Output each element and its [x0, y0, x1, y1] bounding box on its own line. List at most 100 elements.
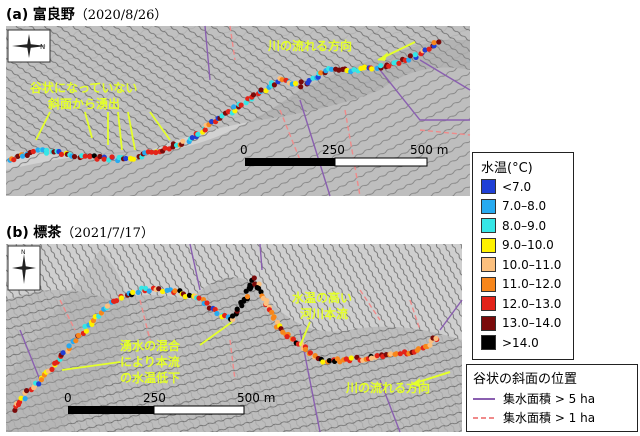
temperature-swatch	[481, 257, 496, 272]
temperature-point	[406, 57, 412, 63]
slope-legend-title: 谷状の斜面の位置	[473, 372, 578, 387]
panel-b-map: N 0 250 500 m 水温の高い 河川本流 湧水の混合 により本流 の水温…	[6, 243, 463, 433]
temperature-point	[16, 399, 23, 405]
panel-a-scale-bar: 0 250 500 m	[240, 143, 448, 167]
panel-b-scale-0: 0	[64, 391, 72, 405]
temperature-point	[374, 353, 380, 359]
temperature-point	[49, 366, 55, 372]
slope-legend-item-1ha: 集水面積 > 1 ha	[473, 409, 595, 426]
temperature-point	[36, 381, 42, 387]
slope-legend-label-5ha: 集水面積 > 5 ha	[503, 392, 596, 406]
temperature-point	[415, 346, 422, 352]
temperature-point	[135, 289, 141, 295]
panel-b-scale-250: 250	[143, 391, 166, 405]
panel-b-mix-text-3: の水温低下	[120, 370, 180, 385]
slope-legend: 谷状の斜面の位置 集水面積 > 5 ha 集水面積 > 1 ha	[466, 364, 638, 432]
temperature-point	[362, 64, 368, 70]
temperature-swatch	[481, 218, 496, 233]
panel-b-main-text-1: 水温の高い	[292, 290, 352, 305]
temperature-point	[328, 66, 335, 72]
temperature-point	[113, 298, 120, 304]
temperature-point	[348, 355, 354, 361]
temperature-legend: 水温(°C) <7.0 7.0–8.0 8.0–9.0 9.0–10.0 10.0–11…	[472, 152, 574, 360]
temperature-point	[75, 332, 82, 339]
temperature-point	[82, 153, 88, 159]
temperature-point	[60, 350, 66, 356]
temperature-point	[22, 396, 28, 402]
panel-b-main-text-2: 河川本流	[299, 306, 348, 321]
panel-a-north-label: N	[40, 43, 45, 51]
temperature-point	[318, 70, 324, 76]
panel-a-source-text-2: 斜面から湧出	[47, 96, 120, 111]
temperature-point	[66, 343, 72, 349]
temperature-point	[431, 40, 437, 46]
temperature-point	[153, 149, 159, 156]
temperature-point	[130, 289, 136, 295]
panel-a-flow-text: 川の流れる方向	[267, 38, 352, 53]
temperature-point	[412, 52, 418, 58]
temperature-point	[258, 289, 264, 295]
temperature-point	[378, 63, 384, 69]
temperature-point	[219, 113, 225, 119]
temperature-swatch	[481, 198, 496, 214]
temperature-point	[351, 67, 357, 73]
temperature-legend-label: 8.0–9.0	[502, 218, 547, 233]
temperature-point	[269, 309, 275, 315]
temperature-legend-item: 11.0–12.0	[481, 276, 561, 292]
panel-b-date: （2021/7/17）	[61, 226, 154, 241]
temperature-point	[11, 157, 17, 163]
panel-b-north-arrow: N	[7, 245, 41, 291]
slope-line-dashed-icon	[473, 416, 495, 419]
temperature-point	[298, 84, 304, 90]
temperature-point	[251, 275, 257, 281]
temperature-point	[263, 88, 269, 94]
temperature-point	[433, 335, 439, 341]
temperature-point	[244, 294, 251, 300]
temperature-point	[143, 285, 149, 291]
temperature-point	[250, 92, 257, 98]
temperature-point	[374, 65, 380, 71]
temperature-point	[234, 306, 240, 312]
temperature-point	[43, 150, 50, 156]
temperature-point	[214, 310, 220, 317]
panel-a-site: 富良野	[32, 7, 75, 23]
temperature-point	[393, 351, 399, 357]
temperature-point	[87, 154, 93, 160]
temperature-point	[212, 306, 218, 313]
temperature-legend-item: 7.0–8.0	[481, 198, 546, 214]
temperature-point	[104, 303, 110, 309]
temperature-legend-item: 13.0–14.0	[481, 315, 562, 331]
temperature-point	[247, 282, 253, 288]
panel-b-label: (b)	[6, 225, 29, 241]
temperature-point	[307, 350, 313, 356]
panel-b-site: 標茶	[33, 225, 62, 241]
temperature-point	[73, 338, 79, 344]
panel-a-stream-points	[7, 39, 442, 164]
temperature-point	[436, 39, 442, 45]
temperature-point	[245, 96, 251, 102]
temperature-point	[397, 351, 403, 357]
temperature-legend-label: 13.0–14.0	[502, 316, 562, 330]
temperature-point	[160, 288, 166, 295]
panel-a-source-text-1: 谷状になっていない	[30, 80, 137, 95]
panel-b-stream-points	[12, 275, 440, 413]
temperature-point	[189, 135, 195, 141]
temperature-point	[388, 351, 394, 357]
temperature-point	[386, 63, 392, 69]
temperature-point	[336, 67, 342, 73]
temperature-swatch	[481, 335, 496, 350]
temperature-swatch	[481, 315, 496, 331]
temperature-point	[24, 388, 30, 394]
temperature-point	[302, 346, 309, 352]
temperature-point	[290, 336, 296, 342]
temperature-point	[196, 295, 202, 301]
temperature-point	[18, 395, 24, 401]
temperature-point	[202, 127, 208, 133]
temperature-point	[298, 79, 304, 85]
temperature-point	[58, 151, 65, 157]
temperature-point	[182, 294, 188, 300]
temperature-point	[180, 138, 186, 144]
temperature-legend-label: 12.0–13.0	[502, 296, 562, 311]
panel-a-north-arrow: N	[7, 29, 51, 63]
